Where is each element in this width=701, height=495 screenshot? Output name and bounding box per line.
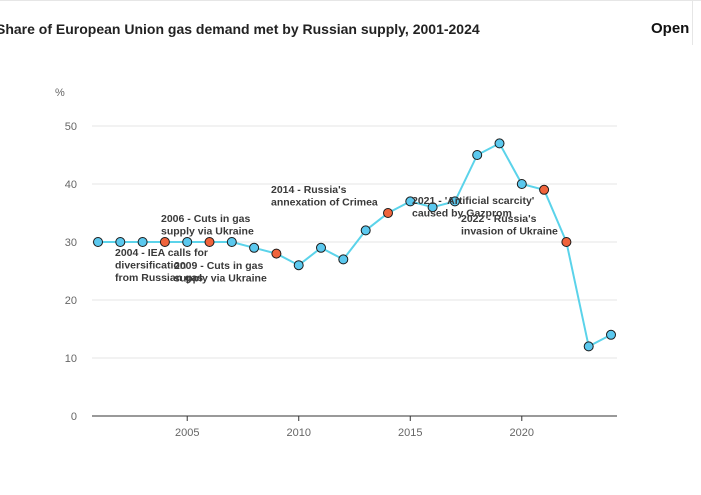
annotation-line: 2021 - 'Artificial scarcity'	[412, 195, 534, 207]
data-point[interactable]	[316, 242, 326, 253]
event-data-point[interactable]	[159, 237, 170, 247]
series	[98, 142, 612, 348]
x-tick-label: 2005	[175, 427, 199, 439]
open-button[interactable]: Open	[651, 20, 690, 37]
header-divider	[692, 0, 693, 45]
y-tick-label: 0	[71, 411, 77, 423]
data-point[interactable]	[182, 237, 193, 247]
annotation-line: 2009 - Cuts in gas	[174, 260, 263, 272]
y-tick-label: 20	[65, 295, 77, 307]
annotations: 2004 - IEA calls for diversification from …	[115, 184, 558, 285]
x-tick-label: 2015	[398, 427, 422, 439]
x-tick-label: 2020	[510, 427, 534, 439]
data-point[interactable]	[449, 196, 460, 207]
y-unit-label: %	[55, 87, 65, 99]
annotation-2022: 2022 - Russia's invasion of Ukraine	[461, 213, 558, 238]
annotation-line: from Russian gas	[115, 272, 203, 284]
y-tick-label: 30	[65, 237, 77, 249]
annotation-line: diversification	[115, 260, 186, 272]
data-point[interactable]	[338, 254, 349, 265]
x-axis: 2005 2010 2015 2020	[92, 415, 617, 439]
annotation-2014: 2014 - Russia's annexation of Crimea	[271, 184, 378, 209]
data-point[interactable]	[516, 179, 527, 189]
y-tick-label: 10	[65, 353, 77, 365]
annotation-line: invasion of Ukraine	[461, 226, 558, 238]
event-data-point[interactable]	[539, 184, 550, 195]
top-divider	[0, 0, 701, 1]
y-tick-label: 50	[65, 121, 77, 133]
annotation-line: 2014 - Russia's	[271, 184, 347, 196]
annotation-line: supply via Ukraine	[174, 273, 267, 285]
data-points	[93, 138, 616, 352]
data-point[interactable]	[405, 196, 416, 207]
data-point[interactable]	[606, 329, 616, 340]
annotation-2021: 2021 - 'Artificial scarcity' caused by Ga…	[412, 195, 534, 220]
y-tick-label: 40	[65, 179, 77, 191]
data-point[interactable]	[93, 237, 103, 247]
data-point[interactable]	[360, 225, 371, 236]
annotation-line: supply via Ukraine	[161, 226, 254, 238]
annotation-line: 2004 - IEA calls for	[115, 247, 208, 259]
data-point[interactable]	[472, 150, 483, 160]
data-point[interactable]	[115, 237, 126, 247]
chart-title: Share of European Union gas demand met b…	[0, 21, 480, 37]
x-tick-label: 2010	[286, 427, 310, 439]
data-point[interactable]	[583, 341, 594, 352]
annotation-2009: 2009 - Cuts in gas supply via Ukraine	[174, 260, 267, 285]
data-point[interactable]	[293, 260, 304, 271]
series-line	[98, 142, 612, 348]
annotation-line: 2022 - Russia's	[461, 213, 537, 225]
annotation-2004: 2004 - IEA calls for diversification from …	[115, 247, 208, 284]
event-data-point[interactable]	[383, 208, 393, 218]
data-point[interactable]	[226, 237, 237, 247]
event-data-point[interactable]	[561, 237, 572, 247]
data-point[interactable]	[427, 202, 438, 213]
annotation-2006: 2006 - Cuts in gas supply via Ukraine	[161, 213, 254, 238]
event-data-point[interactable]	[204, 237, 215, 247]
annotation-line: 2006 - Cuts in gas	[161, 213, 250, 225]
annotation-line: caused by Gazprom	[412, 208, 512, 220]
annotation-line: annexation of Crimea	[271, 197, 378, 209]
data-point[interactable]	[249, 242, 260, 253]
data-point[interactable]	[494, 138, 505, 149]
data-point[interactable]	[137, 237, 148, 247]
event-data-point[interactable]	[271, 248, 282, 259]
